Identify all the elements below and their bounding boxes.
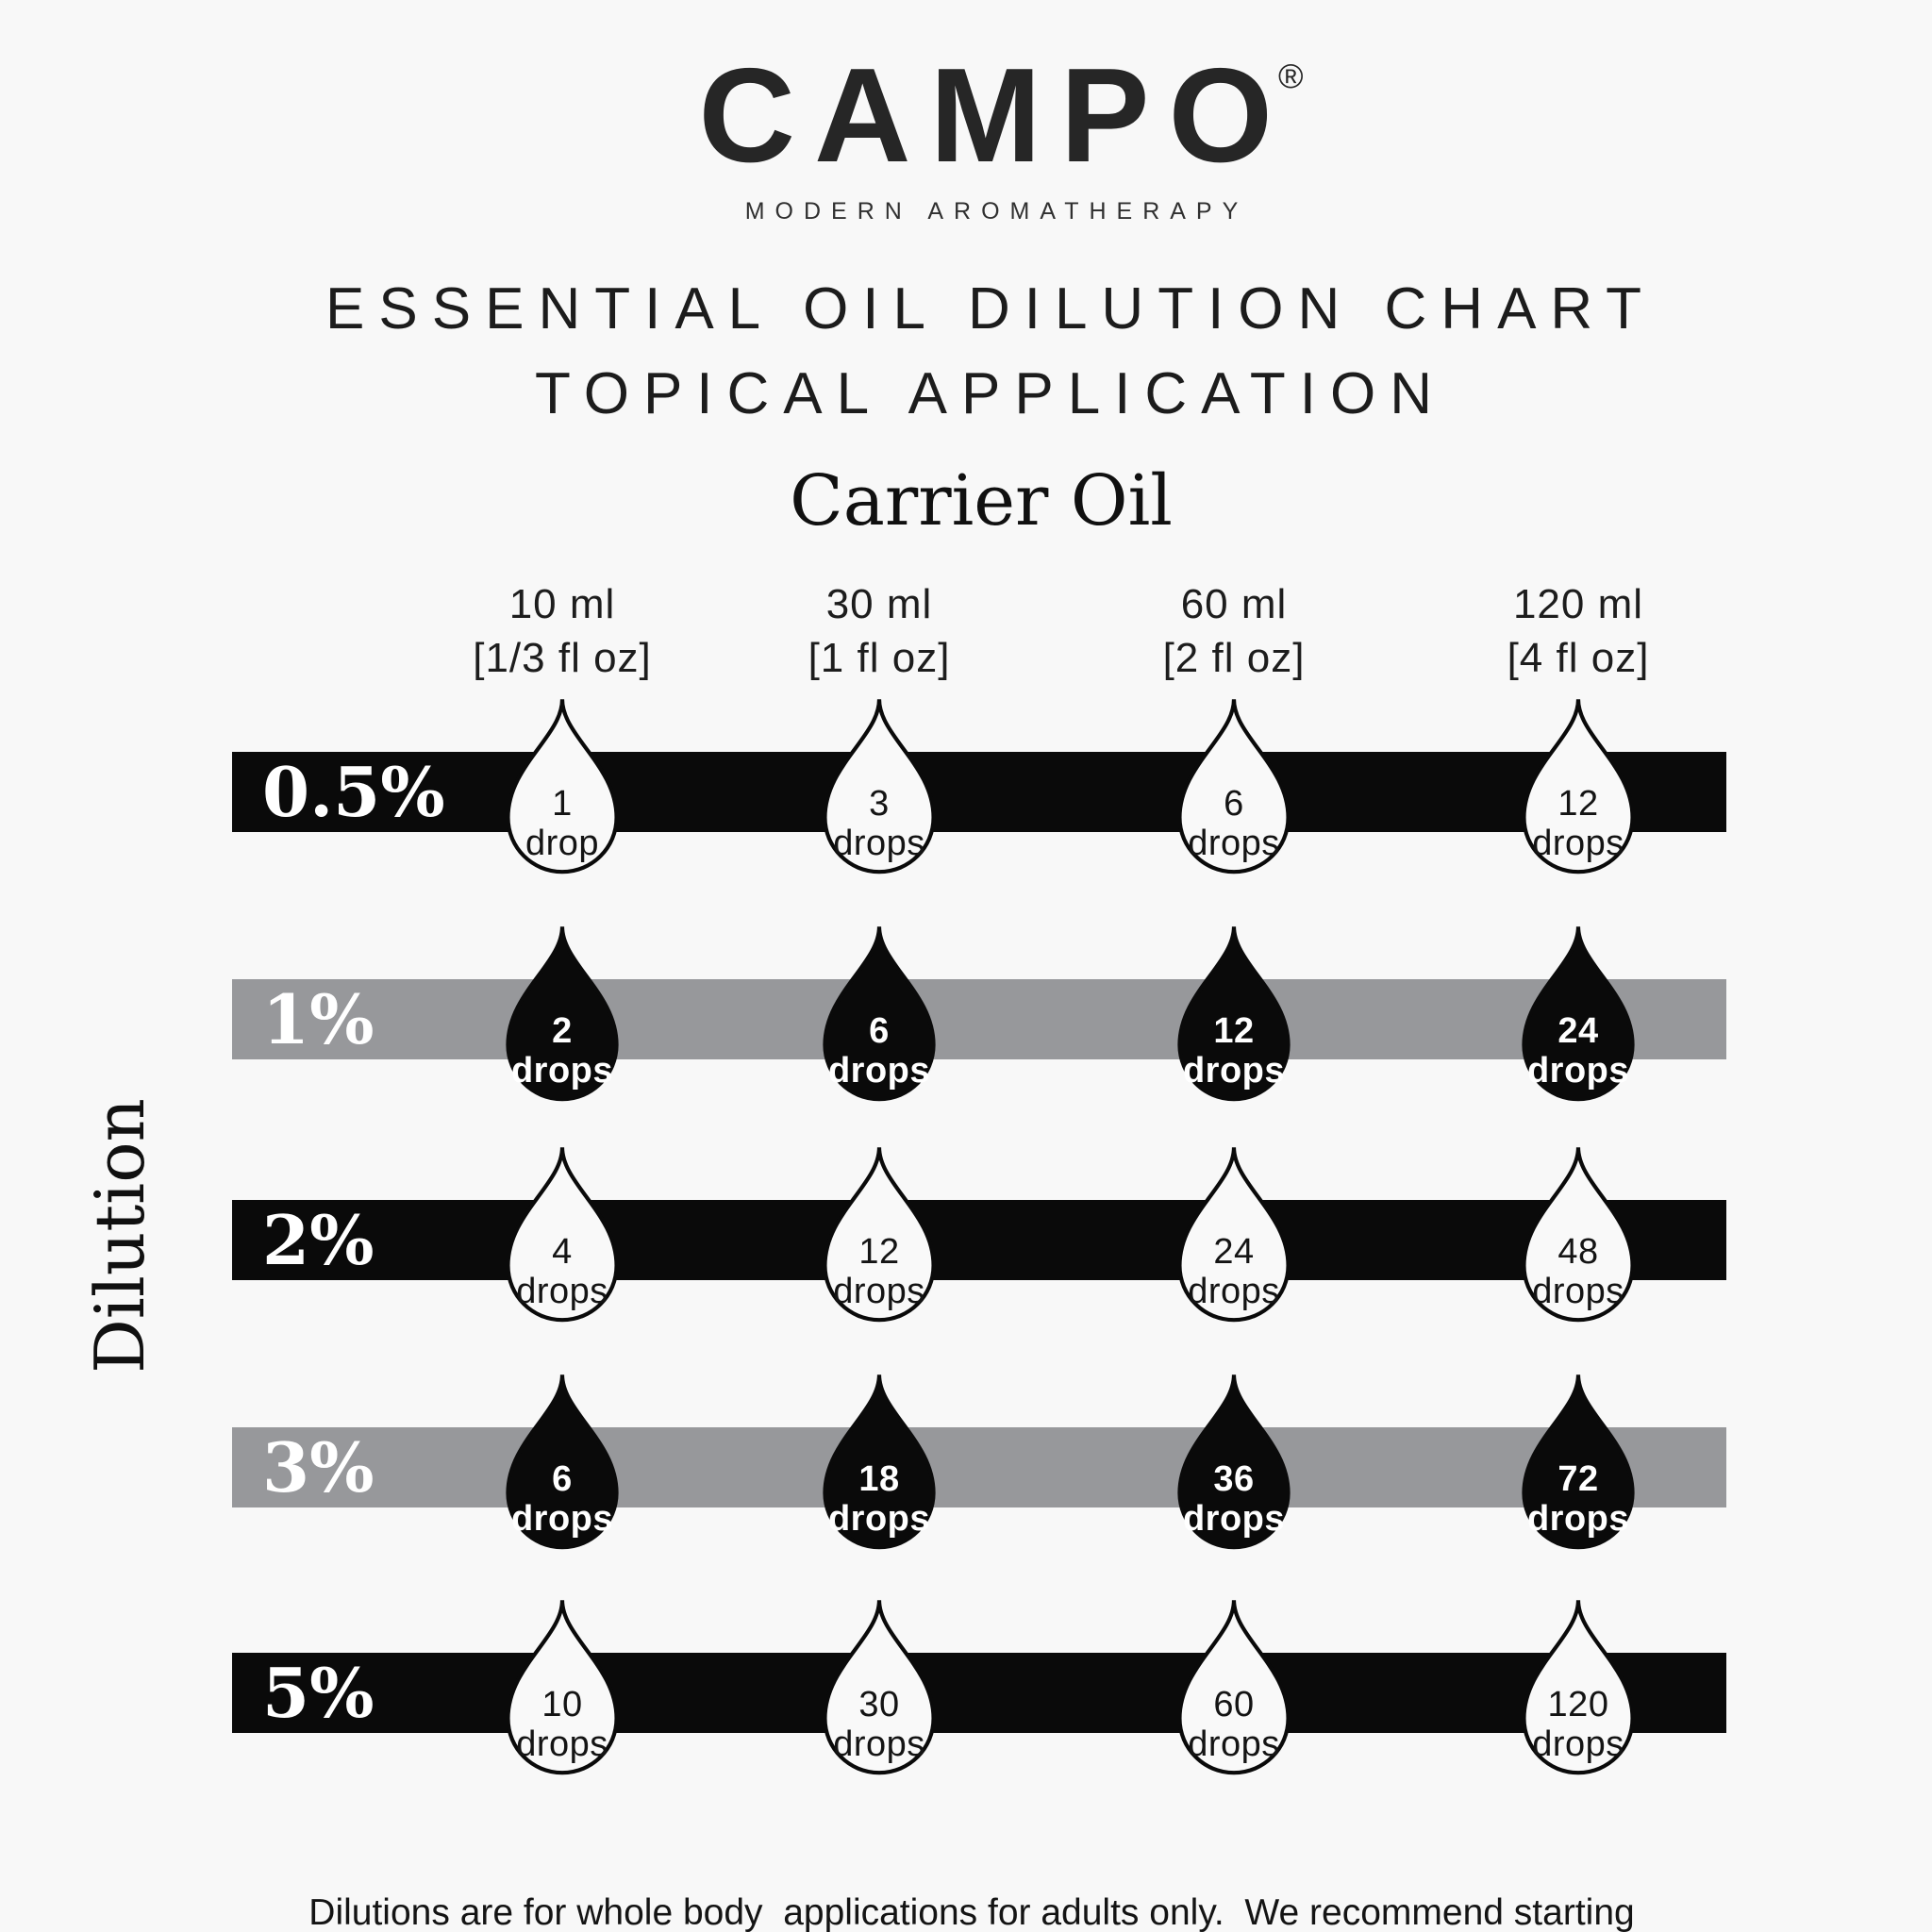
brand-name: CAMPO® [698, 49, 1303, 183]
column-size: [1 fl oz] [808, 635, 951, 681]
drop-value: 6 drops [827, 1011, 931, 1091]
footnote-line1: Dilutions are for whole body application… [308, 1892, 1635, 1932]
drop-value: 4 drops [516, 1232, 608, 1311]
drop-value: 10 drops [516, 1685, 608, 1764]
column-header-60ml: 60 ml [2 fl oz] [1163, 577, 1306, 685]
drop-cell: 48 drops [1514, 1142, 1642, 1327]
page-title: ESSENTIAL OIL DILUTION CHART TOPICAL APP… [325, 267, 1656, 437]
column-header-120ml: 120 ml [4 fl oz] [1507, 577, 1650, 685]
drop-value: 36 drops [1182, 1459, 1286, 1539]
drop-cell: 12 drops [1170, 922, 1298, 1107]
dilution-row-1pct: 1% 2 drops 6 drops 12 drops 24 drops [232, 979, 1726, 1059]
dilution-row-2pct: 2% 4 drops 12 drops 24 drops 48 drops [232, 1200, 1726, 1280]
row-label: 1% [262, 978, 375, 1059]
column-volume: 120 ml [1512, 581, 1644, 627]
drop-cell: 6 drops [815, 922, 943, 1107]
column-header-30ml: 30 ml [1 fl oz] [808, 577, 951, 685]
drop-cell: 1 drop [498, 694, 626, 879]
drop-cell: 12 drops [1514, 694, 1642, 879]
column-size: [2 fl oz] [1162, 635, 1306, 681]
drop-value: 12 drops [1532, 784, 1624, 863]
drop-cell: 10 drops [498, 1595, 626, 1780]
drop-cell: 60 drops [1170, 1595, 1298, 1780]
drop-value: 12 drops [833, 1232, 925, 1311]
drop-cell: 6 drops [498, 1370, 626, 1555]
drop-value: 2 drops [510, 1011, 614, 1091]
brand-wordmark: CAMPO [698, 41, 1292, 191]
drop-value: 24 drops [1188, 1232, 1280, 1311]
drop-value: 1 drop [525, 784, 600, 863]
drop-value: 3 drops [833, 784, 925, 863]
column-size: [1/3 fl oz] [473, 635, 652, 681]
dilution-row-5pct: 5% 10 drops 30 drops 60 drops 120 drops [232, 1653, 1726, 1733]
drop-cell: 6 drops [1170, 694, 1298, 879]
drop-cell: 24 drops [1170, 1142, 1298, 1327]
row-label: 3% [262, 1426, 375, 1507]
drop-cell: 30 drops [815, 1595, 943, 1780]
drop-value: 18 drops [827, 1459, 931, 1539]
drop-value: 72 drops [1526, 1459, 1630, 1539]
drop-value: 6 drops [510, 1459, 614, 1539]
drop-cell: 36 drops [1170, 1370, 1298, 1555]
page-title-line2: TOPICAL APPLICATION [534, 361, 1447, 426]
column-size: [4 fl oz] [1507, 635, 1650, 681]
drop-cell: 72 drops [1514, 1370, 1642, 1555]
drop-value: 30 drops [833, 1685, 925, 1764]
drop-cell: 18 drops [815, 1370, 943, 1555]
row-label: 0.5% [262, 751, 445, 832]
drop-cell: 2 drops [498, 922, 626, 1107]
brand-tagline: MODERN AROMATHERAPY [744, 198, 1249, 225]
drop-value: 6 drops [1188, 784, 1280, 863]
column-header-10ml: 10 ml [1/3 fl oz] [473, 577, 652, 685]
column-group-title: Carrier Oil [790, 460, 1173, 541]
drop-value: 60 drops [1188, 1685, 1280, 1764]
footnote: Dilutions are for whole body application… [308, 1809, 1634, 1932]
drop-cell: 120 drops [1514, 1595, 1642, 1780]
row-label: 2% [262, 1199, 375, 1280]
row-label: 5% [262, 1652, 375, 1733]
drop-cell: 3 drops [815, 694, 943, 879]
drop-cell: 4 drops [498, 1142, 626, 1327]
drop-cell: 24 drops [1514, 922, 1642, 1107]
drop-value: 24 drops [1526, 1011, 1630, 1091]
column-volume: 10 ml [508, 581, 616, 627]
row-group-title: Dilution [80, 1098, 159, 1374]
drop-cell: 12 drops [815, 1142, 943, 1327]
drop-value: 12 drops [1182, 1011, 1286, 1091]
registered-trademark-symbol: ® [1278, 57, 1304, 95]
drop-value: 120 drops [1532, 1685, 1624, 1764]
page-title-line1: ESSENTIAL OIL DILUTION CHART [325, 276, 1656, 341]
dilution-row-3pct: 3% 6 drops 18 drops 36 drops 72 drops [232, 1427, 1726, 1507]
column-volume: 60 ml [1180, 581, 1288, 627]
brand-logo: CAMPO® MODERN AROMATHERAPY [698, 49, 1303, 225]
dilution-row-0.5pct: 0.5% 1 drop 3 drops 6 drops 12 drops [232, 752, 1726, 832]
column-volume: 30 ml [825, 581, 933, 627]
drop-value: 48 drops [1532, 1232, 1624, 1311]
